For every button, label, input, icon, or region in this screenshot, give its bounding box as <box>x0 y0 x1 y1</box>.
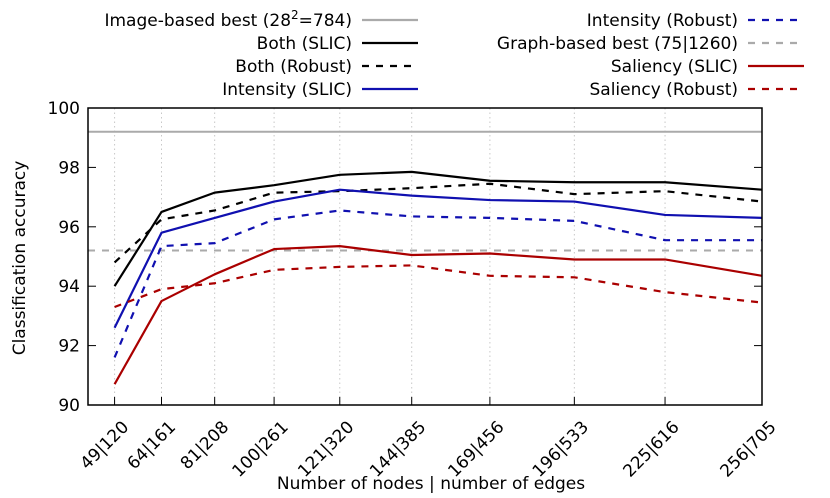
legend-label: Both (Robust) <box>235 57 352 77</box>
legend-label: Intensity (SLIC) <box>222 80 352 100</box>
legend-label: Graph-based best (75|1260) <box>497 34 738 54</box>
y-tick-label: 90 <box>58 396 80 416</box>
y-tick-label: 98 <box>58 158 80 178</box>
series-line <box>113 182 763 264</box>
y-tick-label: 94 <box>58 277 80 297</box>
series-line <box>114 264 763 309</box>
x-tick-label: 100|261 <box>229 417 293 481</box>
series-line <box>113 188 763 329</box>
legend-label: Saliency (Robust) <box>589 80 738 100</box>
y-tick-label: 96 <box>58 218 80 238</box>
x-tick-label: 121|320 <box>294 417 358 481</box>
y-axis-ticks: 90 92 94 96 98 100 <box>48 99 762 416</box>
x-tick-label: 169|456 <box>444 417 508 481</box>
legend-label: Image-based best (282=784) <box>104 8 352 31</box>
y-tick-label: 92 <box>58 337 80 357</box>
x-tick-label: 196|533 <box>529 417 593 481</box>
series-line <box>113 170 763 287</box>
x-tick-label: 49|120 <box>77 417 133 473</box>
series-line <box>113 209 762 358</box>
x-tick-label: 144|385 <box>366 417 430 481</box>
x-tick-label: 64|161 <box>124 417 180 473</box>
x-axis-label: Number of nodes | number of edges <box>277 474 585 494</box>
y-axis-label: Classification accuracy <box>10 161 30 356</box>
legend: Image-based best (282=784) Both (SLIC) Bot… <box>104 8 804 100</box>
legend-label: Saliency (SLIC) <box>611 57 738 77</box>
series-lines <box>113 170 763 385</box>
legend-label: Both (SLIC) <box>257 34 352 54</box>
y-tick-label: 100 <box>48 99 80 119</box>
x-tick-label: 256|705 <box>716 417 780 481</box>
grid-lines <box>114 108 763 405</box>
x-tick-label: 225|616 <box>620 417 684 481</box>
reference-lines <box>88 130 762 252</box>
x-tick-label: 81|208 <box>177 417 233 473</box>
legend-label: Intensity (Robust) <box>587 11 738 31</box>
series-line <box>113 245 763 385</box>
plot-frame <box>87 107 763 406</box>
